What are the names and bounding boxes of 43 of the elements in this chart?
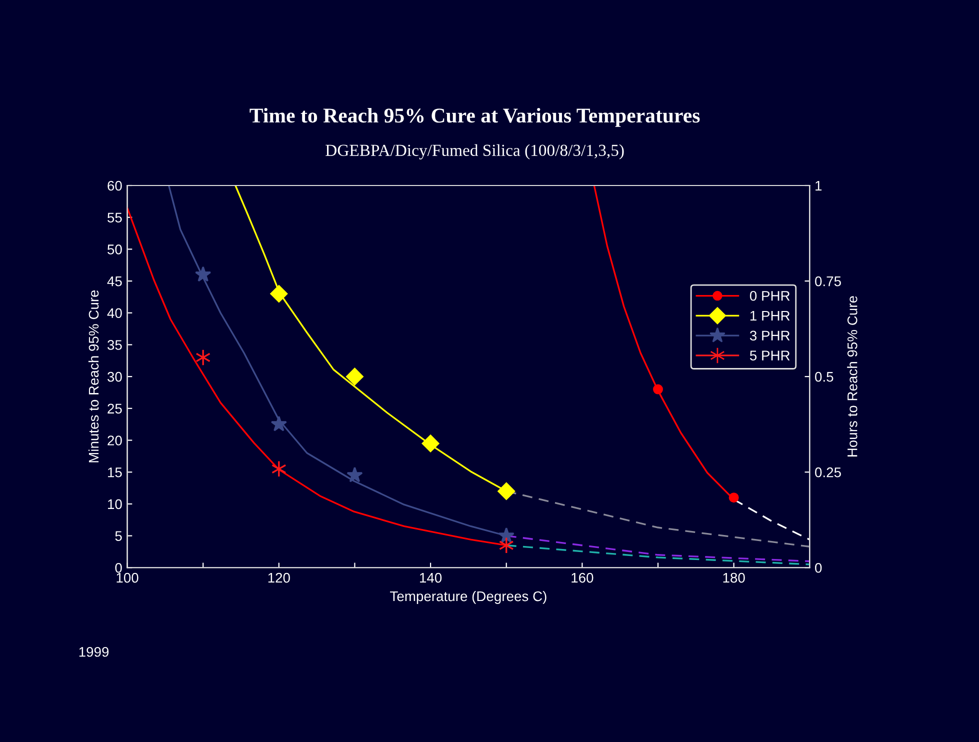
y2-tick-label: 0.25 (815, 467, 841, 478)
x-tick-label: 140 (420, 572, 442, 583)
chart-title: Time to Reach 95% Cure at Various Temperatures (250, 108, 700, 127)
y-tick-label: 20 (108, 436, 122, 446)
y-tick-label: 10 (108, 499, 122, 510)
point (270, 416, 288, 432)
y2-axis-title: Hours to Reach 95% Cure (847, 296, 858, 456)
y-tick-label: 30 (107, 372, 122, 382)
x-tick-label: 180 (723, 572, 745, 583)
text: 1999 (79, 646, 109, 657)
legend-label: 5 PHR (750, 350, 790, 360)
point (346, 466, 363, 482)
y-tick-label: 50 (108, 244, 122, 254)
legend-label: 1 PHR (750, 310, 790, 321)
x-axis-title: Temperature (Degrees C) (390, 590, 546, 604)
point (728, 492, 739, 503)
y2-tick-label: 0.75 (815, 276, 841, 286)
y2-tick-label: 1 (816, 180, 822, 191)
point (194, 266, 212, 282)
y-tick-label: 0 (115, 562, 122, 573)
point (498, 527, 514, 543)
y2-tick-label: 0.5 (815, 372, 834, 382)
point (498, 482, 516, 500)
y-tick-label: 35 (107, 340, 122, 350)
x-tick-label: 100 (116, 572, 138, 583)
y-tick-label: 15 (108, 468, 122, 478)
y-tick-label: 45 (107, 276, 122, 286)
point (270, 285, 288, 302)
point (346, 368, 364, 386)
y2-tick-label: 0 (815, 562, 822, 573)
chart-subtitle: DGEBPA/Dicy/Fumed Silica (100/8/3/1,3,5) (326, 144, 624, 160)
y-tick-label: 55 (108, 212, 122, 223)
x-tick-label: 160 (572, 572, 594, 583)
point (422, 434, 440, 452)
y-tick-label: 25 (108, 404, 122, 414)
x-tick-label: 120 (268, 572, 290, 583)
y-axis-title: Minutes to Reach 95% Cure (88, 290, 99, 462)
legend-label: 3 PHR (750, 330, 790, 341)
legend-label: 0 PHR (750, 290, 790, 301)
point (652, 384, 663, 394)
y-tick-label: 5 (115, 531, 122, 541)
y-tick-label: 40 (107, 308, 122, 318)
y-tick-label: 60 (108, 180, 122, 191)
